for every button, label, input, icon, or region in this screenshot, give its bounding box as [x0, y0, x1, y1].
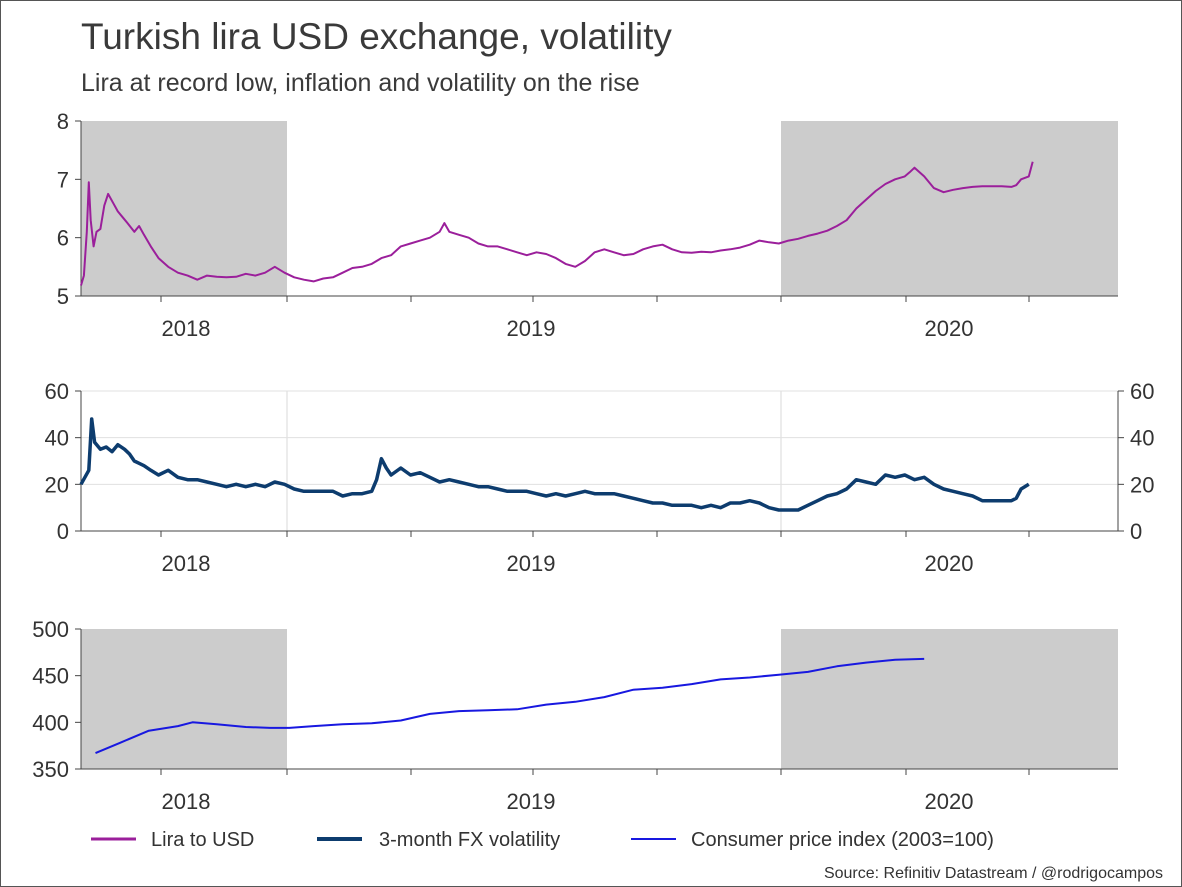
y-tick-label-1: 20: [45, 472, 69, 497]
y-tick-label-0: 0: [57, 519, 69, 544]
x-year-label-2018: 2018: [162, 316, 211, 341]
volatility-panel: 0 20 40 60 0 20 40 60 2018 2019 2020: [45, 379, 1155, 576]
x-year-label-2019: 2019: [507, 789, 556, 814]
y-tick-label-2: 40: [45, 426, 69, 451]
shaded-period-1: [781, 629, 1118, 769]
y-right-tick-label-2: 40: [1130, 426, 1154, 451]
source-note: Source: Refinitiv Datastream / @rodrigoc…: [824, 865, 1163, 882]
vol-series-line: [79, 417, 1030, 512]
shaded-period-1: [781, 121, 1118, 296]
lira-panel: 5 6 7 8 2018 2019 2020: [57, 109, 1118, 341]
shaded-period-0: [81, 121, 287, 296]
x-year-label-2018: 2018: [162, 789, 211, 814]
cpi-panel: 350 400 450 500 2018 2019 2020: [32, 617, 1118, 814]
lira-series-line: [80, 161, 1034, 286]
y-tick-label-1: 400: [32, 710, 69, 735]
x-year-label-2019: 2019: [507, 551, 556, 576]
x-year-label-2018: 2018: [162, 551, 211, 576]
y-tick-label-3: 60: [45, 379, 69, 404]
x-year-label-2020: 2020: [925, 316, 974, 341]
y-tick-label-2: 7: [57, 167, 69, 192]
chart-subtitle: Lira at record low, inflation and volati…: [81, 69, 640, 97]
y-tick-label-1: 6: [57, 226, 69, 251]
legend-label-lira: Lira to USD: [151, 829, 254, 851]
y-tick-label-2: 450: [32, 664, 69, 689]
legend-label-cpi: Consumer price index (2003=100): [691, 829, 994, 851]
x-year-label-2019: 2019: [507, 316, 556, 341]
y-right-tick-label-1: 20: [1130, 472, 1154, 497]
cpi-series-line: [95, 657, 925, 755]
y-tick-label-0: 5: [57, 284, 69, 309]
x-year-label-2020: 2020: [925, 551, 974, 576]
y-tick-label-3: 500: [32, 617, 69, 642]
y-right-tick-label-0: 0: [1130, 519, 1142, 544]
x-year-label-2020: 2020: [925, 789, 974, 814]
y-tick-label-3: 8: [57, 109, 69, 134]
y-tick-label-0: 350: [32, 757, 69, 782]
legend-label-vol: 3-month FX volatility: [379, 829, 560, 851]
chart-title: Turkish lira USD exchange, volatility: [81, 16, 672, 57]
legend: Lira to USD 3-month FX volatility Consum…: [91, 829, 994, 851]
y-right-tick-label-3: 60: [1130, 379, 1154, 404]
shaded-period-0: [81, 629, 287, 769]
